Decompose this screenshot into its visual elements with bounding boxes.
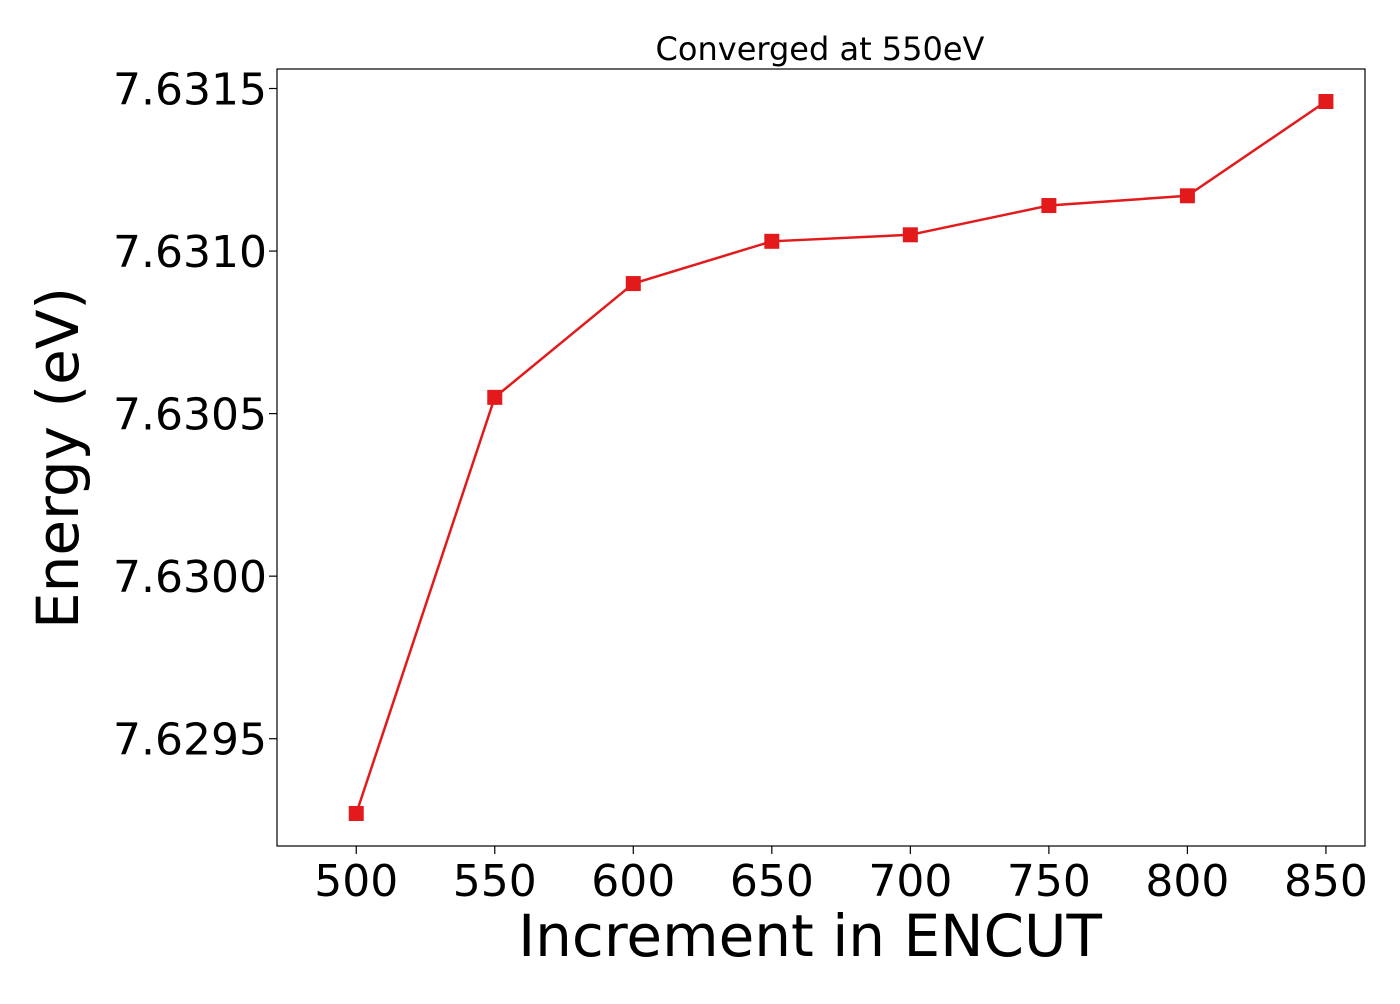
data-point-marker	[487, 389, 503, 405]
x-tick-label: 650	[730, 856, 814, 907]
x-tick-label: 750	[1007, 856, 1091, 907]
y-tick-label: 7.6310	[113, 227, 267, 278]
plot-frame	[276, 68, 1366, 847]
chart-title: Converged at 550eV	[656, 30, 985, 68]
data-point-marker	[348, 805, 364, 821]
data-point-marker	[902, 227, 918, 243]
y-tick-label: 7.6305	[113, 390, 267, 441]
plot-area: 500 550 600 650 700 750 800 850 7.6295 7.6300 7.63…	[113, 65, 1368, 907]
y-tick-label: 7.6315	[113, 65, 267, 116]
data-point-marker	[1179, 188, 1195, 204]
x-tick-label: 550	[453, 856, 537, 907]
x-tick-label: 850	[1284, 856, 1368, 907]
data-point-marker	[1041, 198, 1057, 214]
data-point-marker	[1318, 94, 1334, 110]
data-point-marker	[625, 276, 641, 292]
y-tick-label: 7.6300	[113, 552, 267, 603]
x-axis-label: Increment in ENCUT	[518, 902, 1102, 970]
x-tick-label: 600	[591, 856, 675, 907]
series-line	[355, 100, 1327, 814]
x-tick-label: 500	[314, 856, 398, 907]
y-axis-label: Energy (eV)	[24, 287, 92, 629]
x-tick-label: 700	[868, 856, 952, 907]
x-tick-label: 800	[1145, 856, 1229, 907]
data-point-marker	[764, 233, 780, 249]
y-tick-label: 7.6295	[113, 715, 267, 766]
